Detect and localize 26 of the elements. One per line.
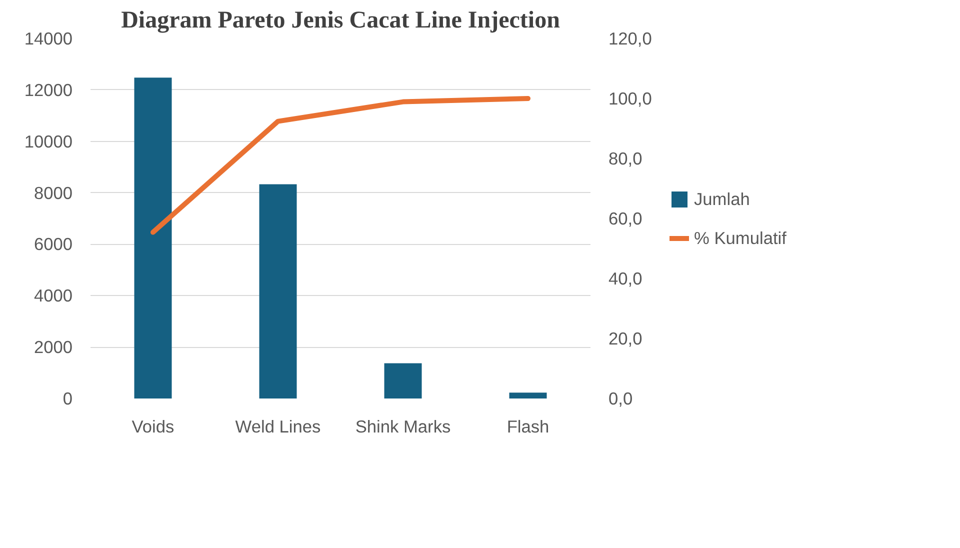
y-tick-label: 2000 bbox=[34, 337, 73, 358]
y2-tick-label: 0,0 bbox=[608, 388, 633, 408]
y-tick-label: 0 bbox=[62, 388, 73, 408]
chart-title: Diagram Pareto Jenis Cacat Line Injection bbox=[121, 8, 560, 34]
bar bbox=[384, 363, 422, 398]
y2-tick-label: 20,0 bbox=[608, 328, 642, 348]
y2-tick-label: 60,0 bbox=[608, 208, 642, 228]
bar bbox=[259, 184, 297, 398]
x-tick-label: Voids bbox=[132, 416, 175, 436]
y2-tick-label: 40,0 bbox=[608, 268, 642, 288]
y2-tick-label: 120,0 bbox=[608, 28, 652, 48]
legend-label: Jumlah bbox=[694, 188, 750, 210]
y-tick-label: 4000 bbox=[34, 286, 73, 306]
y2-tick-label: 80,0 bbox=[608, 148, 642, 168]
x-tick-label: Weld Lines bbox=[235, 416, 322, 436]
bar bbox=[509, 392, 547, 398]
y-tick-label: 14000 bbox=[24, 28, 72, 48]
bar bbox=[134, 78, 172, 398]
x-tick-label: Shink Marks bbox=[355, 416, 451, 436]
y2-tick-label: 100,0 bbox=[608, 88, 652, 108]
legend-label: % Kumulatif bbox=[694, 228, 786, 248]
y-tick-label: 10000 bbox=[24, 131, 72, 152]
y-tick-label: 8000 bbox=[34, 182, 73, 203]
y-tick-label: 6000 bbox=[34, 234, 73, 254]
x-tick-label: Flash bbox=[506, 416, 550, 436]
y-tick-label: 12000 bbox=[24, 80, 72, 100]
